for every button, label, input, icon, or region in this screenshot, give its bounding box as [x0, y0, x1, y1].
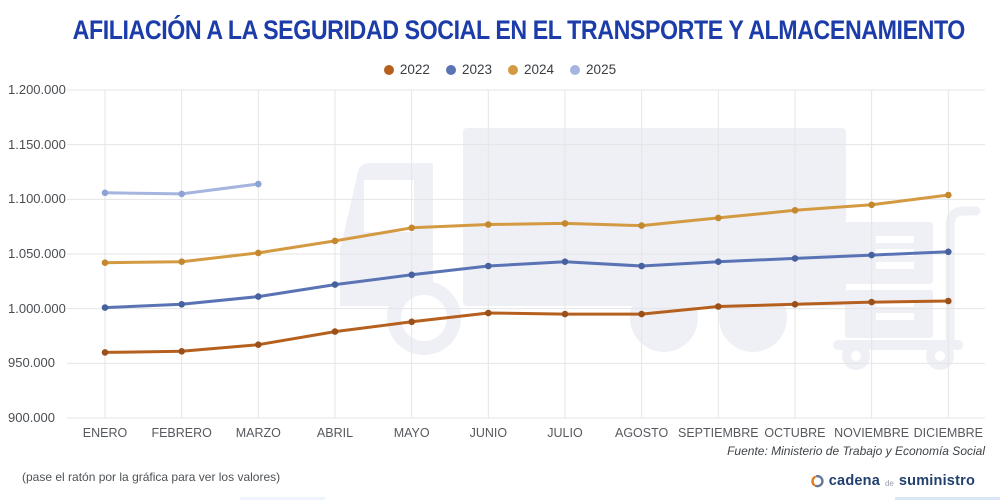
- truck-watermark: [340, 128, 846, 355]
- y-axis-label: 1.050.000: [8, 246, 66, 261]
- x-axis-label: FEBRERO: [151, 426, 212, 440]
- y-axis-label: 1.100.000: [8, 191, 66, 207]
- page-title-text: AFILIACIÓN A LA SEGURIDAD SOCIAL EN EL T…: [72, 15, 966, 45]
- data-point-2022-SEPTIEMBRE[interactable]: [715, 303, 722, 310]
- legend-label: 2024: [524, 62, 555, 77]
- series-layer: [101, 180, 952, 356]
- x-axis-label: OCTUBRE: [764, 426, 826, 440]
- page-edge-artifact: [895, 497, 1000, 500]
- data-point-2022-NOVIEMBRE[interactable]: [868, 298, 875, 306]
- data-point-2022-FEBRERO[interactable]: [178, 348, 185, 355]
- data-point-2022-AGOSTO[interactable]: [638, 310, 645, 318]
- data-point-2023-DICIEMBRE[interactable]: [945, 248, 952, 256]
- data-point-2024-FEBRERO[interactable]: [178, 258, 185, 266]
- x-axis-label: JULIO: [547, 426, 583, 440]
- data-point-2023-JUNIO[interactable]: [485, 262, 492, 270]
- x-axis-label: NOVIEMBRE: [834, 426, 910, 440]
- legend-item-2024[interactable]: 2024: [508, 62, 554, 77]
- legend-label: 2025: [586, 62, 617, 77]
- data-point-2023-FEBRERO[interactable]: [178, 301, 185, 308]
- data-point-2024-MARZO[interactable]: [254, 249, 262, 257]
- data-point-2024-OCTUBRE[interactable]: [791, 207, 799, 214]
- x-axis-label: AGOSTO: [615, 426, 669, 440]
- data-point-2022-JUNIO[interactable]: [485, 309, 492, 317]
- data-point-2025-MARZO[interactable]: [254, 180, 262, 188]
- y-axis-label: 1.000.000: [8, 300, 66, 316]
- data-point-2022-DICIEMBRE[interactable]: [945, 297, 952, 305]
- data-point-2023-JULIO[interactable]: [561, 258, 569, 266]
- data-point-2023-ENERO[interactable]: [101, 304, 109, 311]
- data-point-2023-ABRIL[interactable]: [331, 281, 339, 288]
- gridlines: [67, 89, 985, 419]
- legend-item-2025[interactable]: 2025: [570, 62, 616, 77]
- data-point-2022-ENERO[interactable]: [101, 349, 109, 356]
- data-point-2024-ABRIL[interactable]: [331, 237, 339, 245]
- x-axis-label: ENERO: [82, 426, 128, 440]
- data-point-2023-OCTUBRE[interactable]: [791, 255, 799, 262]
- hover-hint: (pase el ratón por la gráfica para ver l…: [22, 470, 281, 484]
- legend-dot: [383, 64, 394, 75]
- data-point-2022-JULIO[interactable]: [561, 310, 569, 318]
- page-edge-artifact-left: [240, 497, 325, 500]
- logo-text-cadena: cadena: [828, 473, 880, 489]
- chart-legend: 2022 2023 2024 2025: [0, 62, 1000, 77]
- data-point-2025-FEBRERO[interactable]: [178, 190, 185, 198]
- source-note: Fuente: Ministerio de Trabajo y Economía…: [727, 444, 985, 458]
- trolley-watermark: [833, 206, 981, 370]
- data-point-2022-ABRIL[interactable]: [331, 328, 339, 335]
- data-point-2024-MAYO[interactable]: [408, 224, 416, 232]
- legend-label: 2023: [461, 62, 492, 77]
- data-point-2024-AGOSTO[interactable]: [638, 222, 645, 229]
- data-point-2022-MARZO[interactable]: [254, 341, 262, 349]
- legend-label: 2022: [399, 62, 430, 77]
- data-point-2023-AGOSTO[interactable]: [638, 262, 645, 270]
- data-point-2023-MARZO[interactable]: [254, 293, 262, 300]
- series-line-2023[interactable]: [103, 250, 950, 310]
- data-point-2024-SEPTIEMBRE[interactable]: [715, 214, 722, 222]
- page-title: AFILIACIÓN A LA SEGURIDAD SOCIAL EN EL T…: [0, 10, 1000, 47]
- legend-dot: [570, 64, 581, 75]
- x-axis-label: MARZO: [235, 426, 281, 440]
- x-axis-label: ABRIL: [316, 426, 354, 440]
- data-point-2024-NOVIEMBRE[interactable]: [868, 201, 875, 209]
- site-logo[interactable]: cadena de suministro: [810, 473, 975, 489]
- legend-item-2022[interactable]: 2022: [383, 62, 430, 77]
- x-axis-label: SEPTIEMBRE: [678, 426, 759, 440]
- y-axis-label: 950.000: [8, 355, 55, 371]
- data-point-2025-ENERO[interactable]: [101, 189, 109, 197]
- y-axis-label: 1.200.000: [8, 82, 66, 97]
- data-point-2022-MAYO[interactable]: [408, 318, 416, 326]
- data-point-2024-ENERO[interactable]: [101, 259, 109, 267]
- series-line-2022[interactable]: [103, 299, 950, 354]
- data-point-2024-JUNIO[interactable]: [485, 221, 492, 228]
- logo-text-de: de: [884, 478, 894, 488]
- logo-text-suministro: suministro: [898, 473, 975, 489]
- x-axis-label: DICIEMBRE: [913, 426, 984, 440]
- logo-swirl-icon: [811, 474, 824, 488]
- data-point-2023-SEPTIEMBRE[interactable]: [715, 258, 722, 266]
- data-point-2023-MAYO[interactable]: [408, 271, 416, 279]
- x-axis-label: MAYO: [393, 426, 430, 440]
- data-point-2024-JULIO[interactable]: [561, 220, 569, 227]
- x-axis-label: JUNIO: [469, 426, 508, 440]
- data-point-2023-NOVIEMBRE[interactable]: [868, 251, 875, 259]
- legend-item-2023[interactable]: 2023: [445, 62, 492, 77]
- data-point-2024-DICIEMBRE[interactable]: [945, 191, 952, 199]
- legend-dot: [445, 64, 456, 75]
- legend-dot: [508, 64, 518, 75]
- series-line-2024[interactable]: [103, 193, 950, 265]
- data-point-2022-OCTUBRE[interactable]: [791, 301, 799, 308]
- y-axis-label: 900.000: [8, 410, 55, 425]
- y-axis-label: 1.150.000: [8, 136, 66, 152]
